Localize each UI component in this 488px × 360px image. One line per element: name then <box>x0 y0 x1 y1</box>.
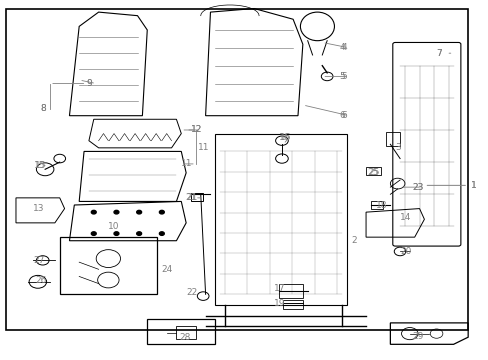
Text: 20: 20 <box>399 247 410 256</box>
Text: 1: 1 <box>469 181 475 190</box>
Text: 21: 21 <box>185 193 196 202</box>
Circle shape <box>159 232 164 235</box>
Text: 26: 26 <box>35 276 47 285</box>
Text: 15: 15 <box>34 161 46 170</box>
Bar <box>370 202 382 208</box>
Text: 10: 10 <box>108 222 120 231</box>
Text: 11: 11 <box>181 159 192 168</box>
Text: 24: 24 <box>162 265 173 274</box>
Text: 17: 17 <box>273 284 285 293</box>
Bar <box>147 319 215 344</box>
Text: 28: 28 <box>179 333 190 342</box>
Text: 16: 16 <box>278 132 289 141</box>
Text: 6: 6 <box>339 111 345 120</box>
Bar <box>283 300 302 309</box>
Circle shape <box>137 210 142 214</box>
Circle shape <box>91 232 96 235</box>
Circle shape <box>114 210 119 214</box>
Text: 25: 25 <box>368 168 379 177</box>
Text: 9: 9 <box>86 79 92 88</box>
Text: 4: 4 <box>341 43 346 52</box>
Text: 15: 15 <box>35 161 47 170</box>
Circle shape <box>114 232 119 235</box>
Text: 23: 23 <box>411 183 423 192</box>
Text: 7: 7 <box>436 49 442 58</box>
Text: 16: 16 <box>279 132 290 141</box>
Text: 8: 8 <box>40 104 46 113</box>
Text: 21: 21 <box>186 193 197 202</box>
Text: 12: 12 <box>191 126 202 135</box>
Text: 2: 2 <box>351 236 356 245</box>
Text: 4: 4 <box>339 43 344 52</box>
Text: 1: 1 <box>469 181 475 190</box>
Text: 23: 23 <box>411 183 423 192</box>
Text: 7: 7 <box>436 49 442 58</box>
Text: 25: 25 <box>366 168 378 177</box>
Circle shape <box>137 232 142 235</box>
Bar <box>191 193 203 202</box>
Bar <box>60 237 157 294</box>
Text: 22: 22 <box>186 288 197 297</box>
Bar <box>385 132 399 146</box>
Text: 3: 3 <box>394 143 400 152</box>
Bar <box>176 327 196 339</box>
Text: 11: 11 <box>198 143 209 152</box>
Bar <box>278 284 302 298</box>
Text: 8: 8 <box>40 104 46 113</box>
Text: 19: 19 <box>273 299 285 308</box>
Circle shape <box>91 210 96 214</box>
Text: 9: 9 <box>86 79 92 88</box>
Text: 14: 14 <box>399 213 410 222</box>
Text: 6: 6 <box>341 111 347 120</box>
Bar <box>366 167 380 175</box>
Circle shape <box>159 210 164 214</box>
Text: 29: 29 <box>411 332 423 341</box>
Text: 5: 5 <box>339 72 345 81</box>
Text: 18: 18 <box>375 201 386 210</box>
Text: 27: 27 <box>33 256 44 265</box>
Text: 5: 5 <box>341 72 347 81</box>
Text: 12: 12 <box>191 126 202 135</box>
Bar <box>215 134 346 305</box>
Text: 13: 13 <box>33 204 44 213</box>
